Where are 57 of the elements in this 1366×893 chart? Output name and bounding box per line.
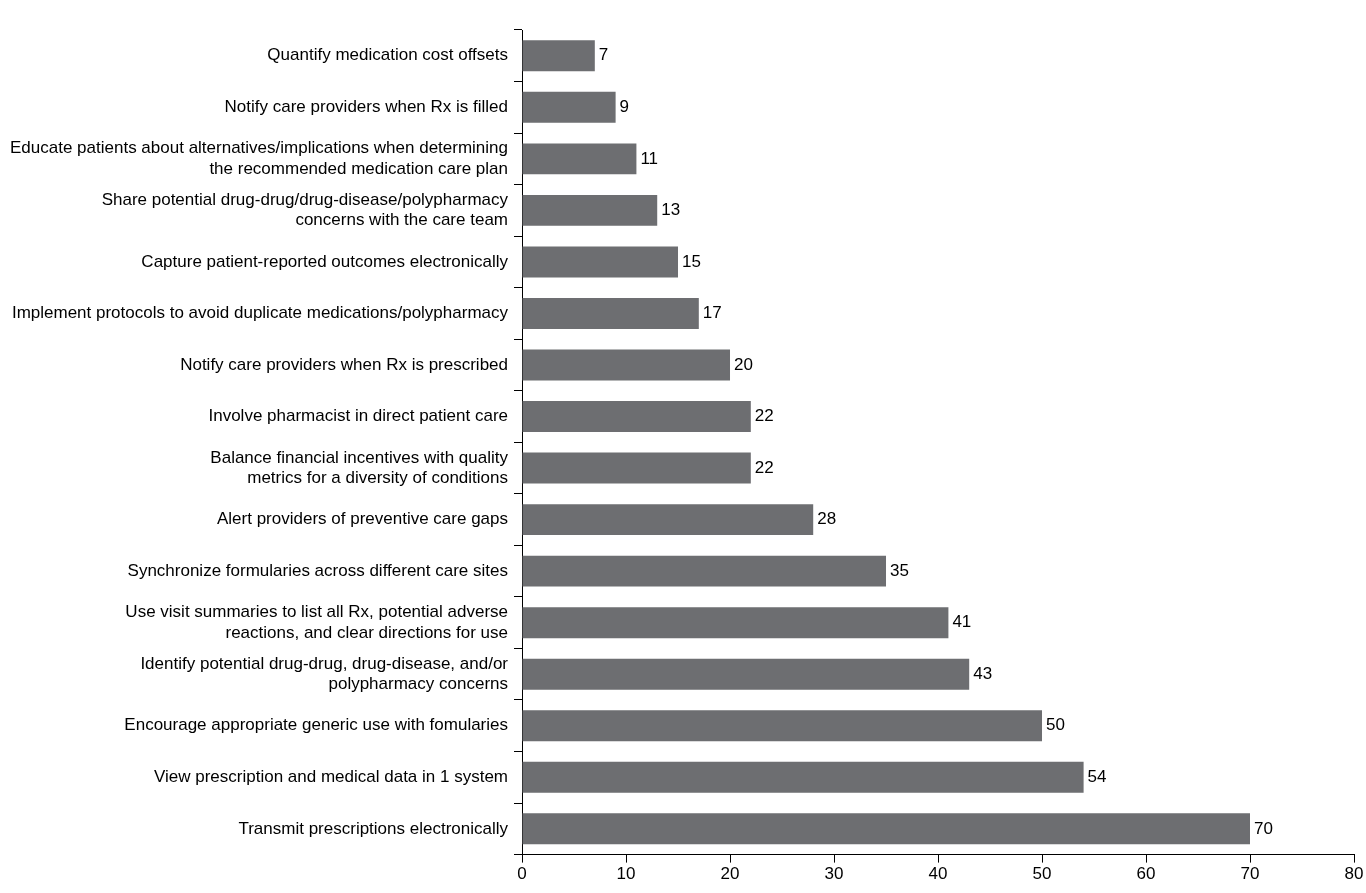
x-tick-label: 40 [928, 864, 948, 884]
bar [522, 91, 616, 123]
bar [522, 710, 1043, 742]
data-label: 35 [890, 560, 909, 580]
data-label: 17 [702, 303, 722, 323]
data-label: 13 [661, 200, 681, 220]
data-label: 15 [682, 251, 701, 271]
y-tick-label: Synchronize formularies across different care sites [127, 560, 509, 580]
y-tick-label: Involve pharmacist in direct patient care [208, 406, 509, 426]
x-tick-label: 70 [1240, 864, 1260, 884]
bar [522, 658, 970, 690]
data-label: 50 [1046, 715, 1065, 735]
y-tick-label: Quantify medication cost offsets [267, 45, 509, 65]
x-tick-label: 80 [1344, 864, 1364, 884]
data-label: 11 [640, 148, 659, 168]
bar [522, 298, 699, 329]
bar [522, 349, 731, 381]
data-label: 7 [598, 45, 609, 65]
y-tick-label: Notify care providers when Rx is prescribed [180, 354, 509, 374]
y-tick-label: Balance financial incentives with quality metrics for a diversity of conditions [210, 447, 509, 487]
data-label: 22 [754, 457, 774, 477]
y-tick-label: Use visit summaries to list all Rx, potential adverse reactions, and clear directions for use [125, 602, 509, 642]
y-tick-label: Capture patient-reported outcomes electronically [141, 251, 509, 271]
bar [522, 194, 658, 226]
bar [522, 452, 751, 484]
y-tick-label: Share potential drug-drug/drug-disease/polypharmacy concerns with the care team [101, 189, 509, 230]
data-label: 54 [1087, 766, 1107, 786]
bar [522, 555, 887, 587]
data-label: 43 [973, 663, 993, 683]
bar [522, 246, 679, 278]
y-tick-label: Identify potential drug-drug, drug-disease, and/or polypharmacy concerns [140, 653, 509, 694]
bar [522, 40, 595, 72]
x-tick-label: 20 [720, 864, 740, 884]
x-tick-label: 50 [1032, 864, 1052, 884]
bar [522, 143, 637, 175]
x-tick-label: 60 [1136, 864, 1156, 884]
bar [522, 504, 814, 536]
x-tick-label: 30 [824, 864, 844, 884]
data-label: 20 [734, 354, 753, 374]
y-tick-label: Notify care providers when Rx is filled [224, 96, 509, 116]
data-label: 28 [817, 509, 837, 529]
bar [522, 813, 1250, 845]
y-tick-label: Alert providers of preventive care gaps [216, 509, 509, 529]
y-tick-label: Educate patients about alternatives/implications when determining the recommended medication care plan [10, 138, 509, 178]
bar [522, 761, 1084, 793]
data-label: 41 [952, 612, 972, 632]
bar [522, 607, 949, 639]
data-label: 9 [619, 96, 630, 116]
y-tick-label: Encourage appropriate generic use with fomularies [124, 715, 509, 735]
data-label: 22 [754, 406, 774, 426]
x-tick-label: 0 [517, 864, 527, 884]
x-tick-label: 10 [616, 864, 636, 884]
bar [522, 401, 751, 432]
y-tick-label: Implement protocols to avoid duplicate medications/polypharmacy [11, 303, 509, 323]
data-label: 70 [1254, 818, 1273, 838]
y-tick-label: View prescription and medical data in 1 system [153, 766, 509, 786]
y-tick-label: Transmit prescriptions electronically [238, 818, 509, 838]
